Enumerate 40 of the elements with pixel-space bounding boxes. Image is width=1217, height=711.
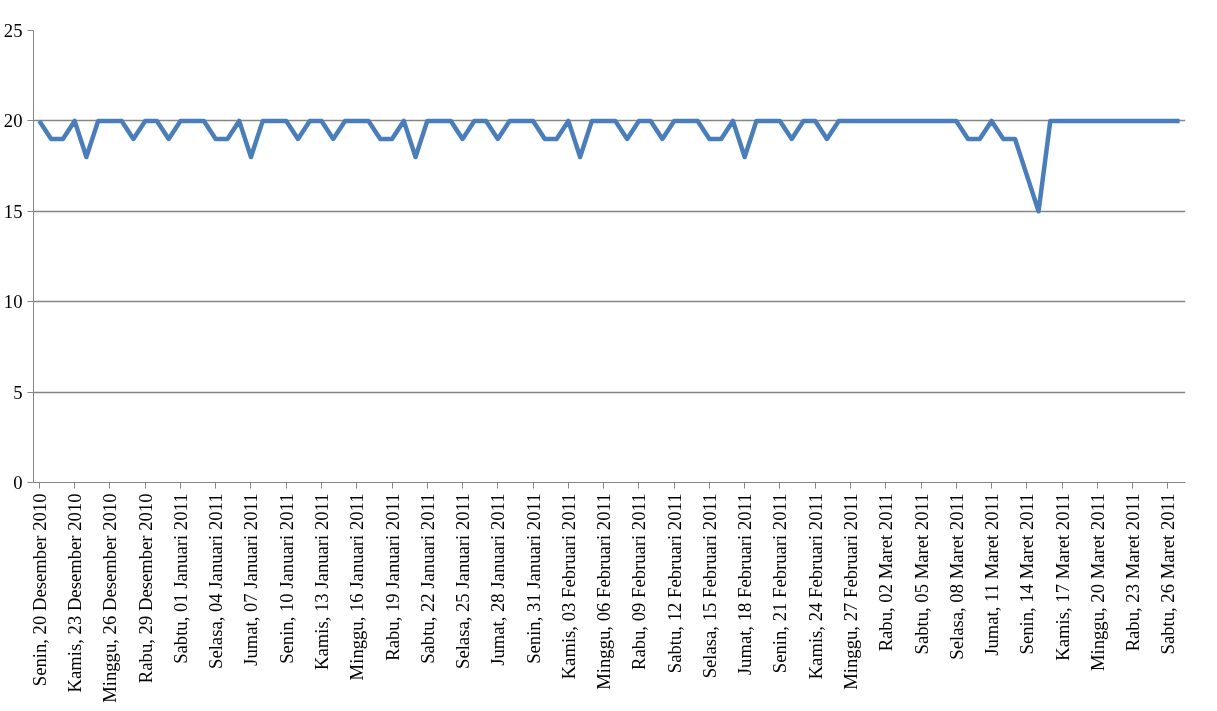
x-tick-label: Sabtu, 05 Maret 2011 — [910, 493, 932, 655]
x-tick-label: Jumat, 28 Januari 2011 — [487, 493, 509, 666]
x-tick-label: Sabtu, 22 Januari 2011 — [416, 493, 438, 664]
x-tick-label: Kamis, 13 Januari 2011 — [311, 493, 332, 671]
x-tick-label: Rabu, 02 Maret 2011 — [875, 493, 897, 652]
x-tick-label: Senin, 20 Desember 2010 — [28, 493, 50, 687]
x-tick-label: Jumat, 18 Februari 2011 — [734, 493, 756, 676]
x-tick-label: Senin, 31 Januari 2011 — [522, 493, 544, 664]
x-tick-label: Sabtu, 26 Maret 2011 — [1157, 493, 1179, 655]
x-tick-label: Sabtu, 01 Januari 2011 — [169, 493, 191, 664]
y-tick-label: 10 — [3, 291, 23, 313]
y-tick-label: 20 — [3, 110, 23, 132]
x-tick-label: Senin, 14 Maret 2011 — [1016, 493, 1038, 655]
x-tick-label: Minggu, 06 Februari 2011 — [593, 493, 615, 690]
x-tick-label: Selasa, 15 Februari 2011 — [698, 493, 720, 679]
x-tick-label: Rabu, 23 Maret 2011 — [1122, 493, 1144, 652]
x-tick-label: Minggu, 26 Desember 2010 — [99, 493, 121, 703]
line-series — [37, 118, 1182, 214]
y-tick-label: 5 — [13, 381, 23, 403]
x-tick-label: Jumat, 07 Januari 2011 — [240, 493, 262, 666]
x-tick-label: Jumat, 11 Maret 2011 — [981, 493, 1003, 656]
x-tick-label: Sabtu, 12 Februari 2011 — [663, 493, 685, 674]
x-tick-label: Selasa, 08 Maret 2011 — [945, 493, 967, 660]
x-tick-label: Minggu, 27 Februari 2011 — [839, 493, 861, 690]
x-tick-label: Kamis, 03 Februari 2011 — [557, 493, 579, 680]
x-tick-label: Kamis, 23 Desember 2010 — [64, 493, 86, 693]
y-tick-label: 15 — [3, 200, 23, 222]
x-tick-label: Kamis, 17 Maret 2011 — [1051, 493, 1073, 661]
x-tick-label: Minggu, 16 Januari 2011 — [346, 493, 368, 681]
x-tick-label: Kamis, 24 Februari 2011 — [804, 493, 826, 680]
x-tick-label: Selasa, 25 Januari 2011 — [452, 493, 474, 669]
x-tick-label: Rabu, 19 Januari 2011 — [381, 493, 403, 661]
x-tick-label: Minggu, 20 Maret 2011 — [1086, 493, 1108, 672]
x-tick-label: Selasa, 04 Januari 2011 — [205, 493, 227, 669]
x-tick-label: Senin, 10 Januari 2011 — [275, 493, 297, 664]
x-tick-label: Rabu, 09 Februari 2011 — [628, 493, 650, 671]
x-tick-label: Senin, 21 Februari 2011 — [769, 493, 791, 674]
y-tick-label: 25 — [3, 20, 23, 41]
x-tick-label: Rabu, 29 Desember 2010 — [134, 493, 156, 684]
y-tick-label: 0 — [13, 472, 23, 493]
